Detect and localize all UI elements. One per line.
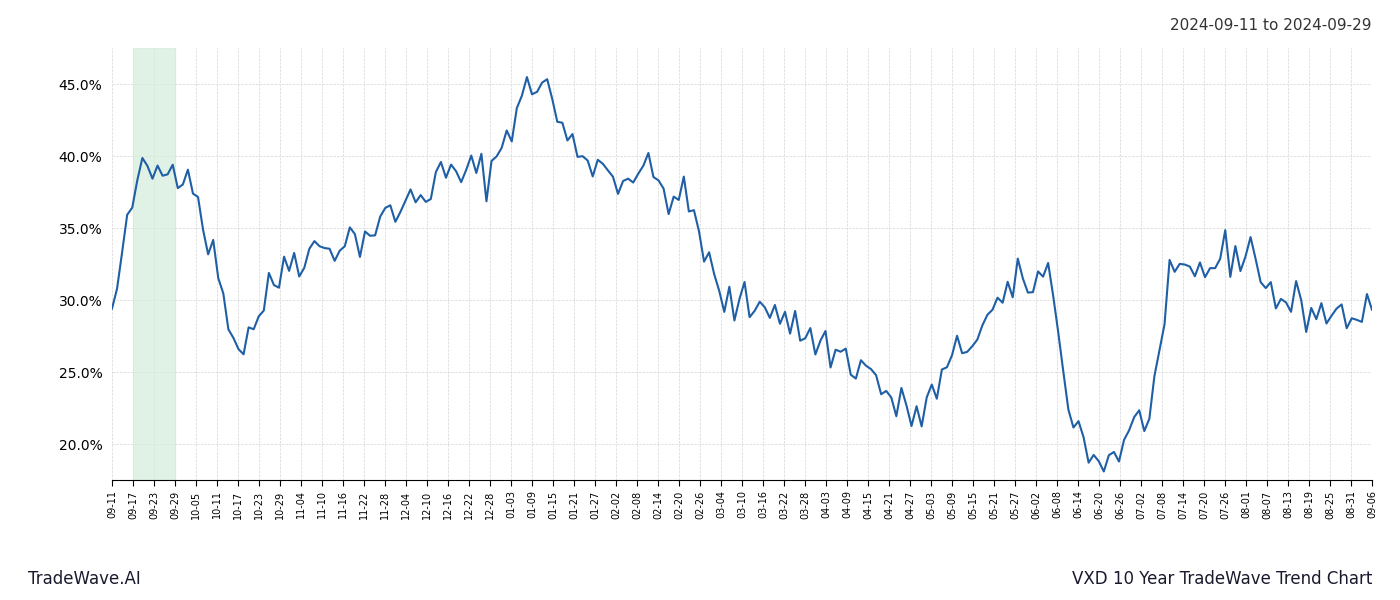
Text: TradeWave.AI: TradeWave.AI bbox=[28, 570, 141, 588]
Text: VXD 10 Year TradeWave Trend Chart: VXD 10 Year TradeWave Trend Chart bbox=[1071, 570, 1372, 588]
Bar bbox=[133, 48, 175, 480]
Text: 2024-09-11 to 2024-09-29: 2024-09-11 to 2024-09-29 bbox=[1170, 18, 1372, 33]
